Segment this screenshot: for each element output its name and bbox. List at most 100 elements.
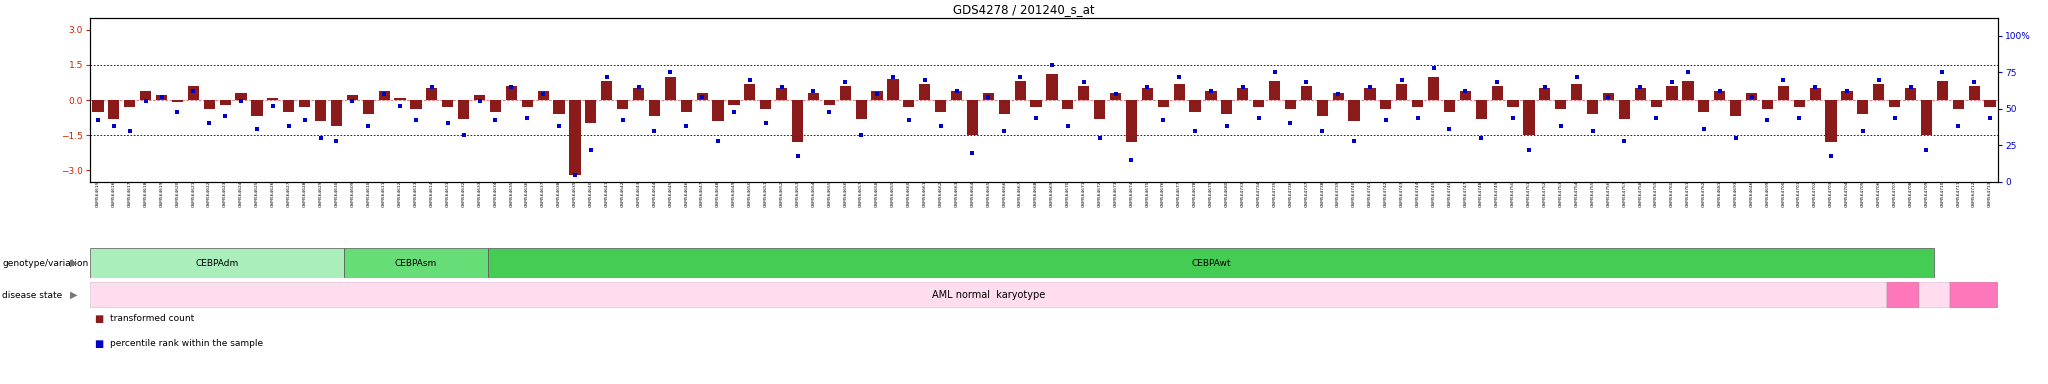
Bar <box>950 91 963 100</box>
Point <box>1608 138 1640 144</box>
Bar <box>903 100 913 107</box>
Bar <box>999 100 1010 114</box>
Bar <box>426 88 438 100</box>
Point <box>1464 135 1497 141</box>
Bar <box>268 98 279 100</box>
Bar <box>1841 91 1853 100</box>
Point <box>526 91 559 97</box>
Bar <box>1491 86 1503 100</box>
Bar <box>887 79 899 100</box>
Bar <box>346 95 358 100</box>
Bar <box>1540 88 1550 100</box>
Point <box>1735 94 1767 100</box>
Bar <box>1030 100 1042 107</box>
Bar <box>1427 76 1440 100</box>
Bar <box>1333 93 1343 100</box>
Point <box>1227 84 1260 90</box>
Point <box>209 113 242 119</box>
Bar <box>139 91 152 100</box>
Point <box>510 114 543 121</box>
Bar <box>1681 81 1694 100</box>
Bar <box>1761 100 1774 109</box>
Bar <box>125 100 135 107</box>
Point <box>893 118 926 124</box>
Point <box>145 94 178 100</box>
Point <box>956 150 989 156</box>
Bar <box>1794 100 1804 107</box>
Text: percentile rank within the sample: percentile rank within the sample <box>111 339 264 348</box>
Point <box>1180 127 1212 134</box>
Bar <box>489 100 502 112</box>
Point <box>1354 84 1386 90</box>
Bar <box>344 248 487 278</box>
Point <box>352 123 385 129</box>
Bar <box>522 100 532 107</box>
Point <box>639 127 672 134</box>
Point <box>1925 69 1958 75</box>
Bar <box>1126 100 1137 142</box>
Point <box>1847 127 1880 134</box>
Point <box>829 79 862 86</box>
Text: disease state: disease state <box>2 291 61 300</box>
Point <box>1370 118 1403 124</box>
Bar <box>1747 93 1757 100</box>
Point <box>1274 120 1307 126</box>
Point <box>1051 123 1083 129</box>
Bar <box>1063 100 1073 109</box>
Point <box>877 73 909 79</box>
Point <box>543 123 575 129</box>
Point <box>844 132 877 138</box>
Bar <box>362 100 375 114</box>
Bar <box>1810 88 1821 100</box>
Point <box>1450 88 1483 94</box>
Bar <box>1300 86 1313 100</box>
Bar <box>1284 100 1296 109</box>
Bar <box>1237 88 1249 100</box>
Point <box>336 98 369 104</box>
Bar <box>1886 282 1919 308</box>
Bar <box>1921 100 1931 135</box>
Bar <box>1587 100 1597 114</box>
Point <box>319 138 352 144</box>
Bar <box>983 93 993 100</box>
Point <box>1591 94 1624 100</box>
Bar <box>1014 81 1026 100</box>
Point <box>305 135 338 141</box>
Bar <box>410 100 422 109</box>
Point <box>973 94 1006 100</box>
Point <box>1130 84 1163 90</box>
Bar <box>1905 88 1917 100</box>
Bar <box>1874 84 1884 100</box>
Bar <box>1507 100 1520 107</box>
Bar <box>856 100 866 119</box>
Point <box>717 109 750 115</box>
Text: genotype/variation: genotype/variation <box>2 258 88 268</box>
Point <box>113 127 145 134</box>
Point <box>1210 123 1243 129</box>
Point <box>1655 79 1688 86</box>
Point <box>225 98 258 104</box>
Bar <box>236 93 246 100</box>
Point <box>399 118 432 124</box>
Bar <box>1143 88 1153 100</box>
Bar <box>1174 84 1184 100</box>
Point <box>98 123 131 129</box>
Bar <box>1651 100 1661 107</box>
Point <box>1528 84 1561 90</box>
Bar <box>252 100 262 116</box>
Point <box>1147 118 1180 124</box>
Bar <box>680 100 692 112</box>
Bar <box>1077 86 1090 100</box>
Point <box>909 76 942 83</box>
Point <box>1718 135 1751 141</box>
Bar <box>1667 86 1677 100</box>
Bar <box>936 100 946 112</box>
Point <box>1004 73 1036 79</box>
Bar <box>807 93 819 100</box>
Point <box>1798 84 1831 90</box>
Bar <box>1888 100 1901 107</box>
Bar <box>459 100 469 119</box>
Text: CEBPAdm: CEBPAdm <box>195 258 240 268</box>
Bar <box>1047 74 1057 100</box>
Bar <box>1444 100 1454 112</box>
